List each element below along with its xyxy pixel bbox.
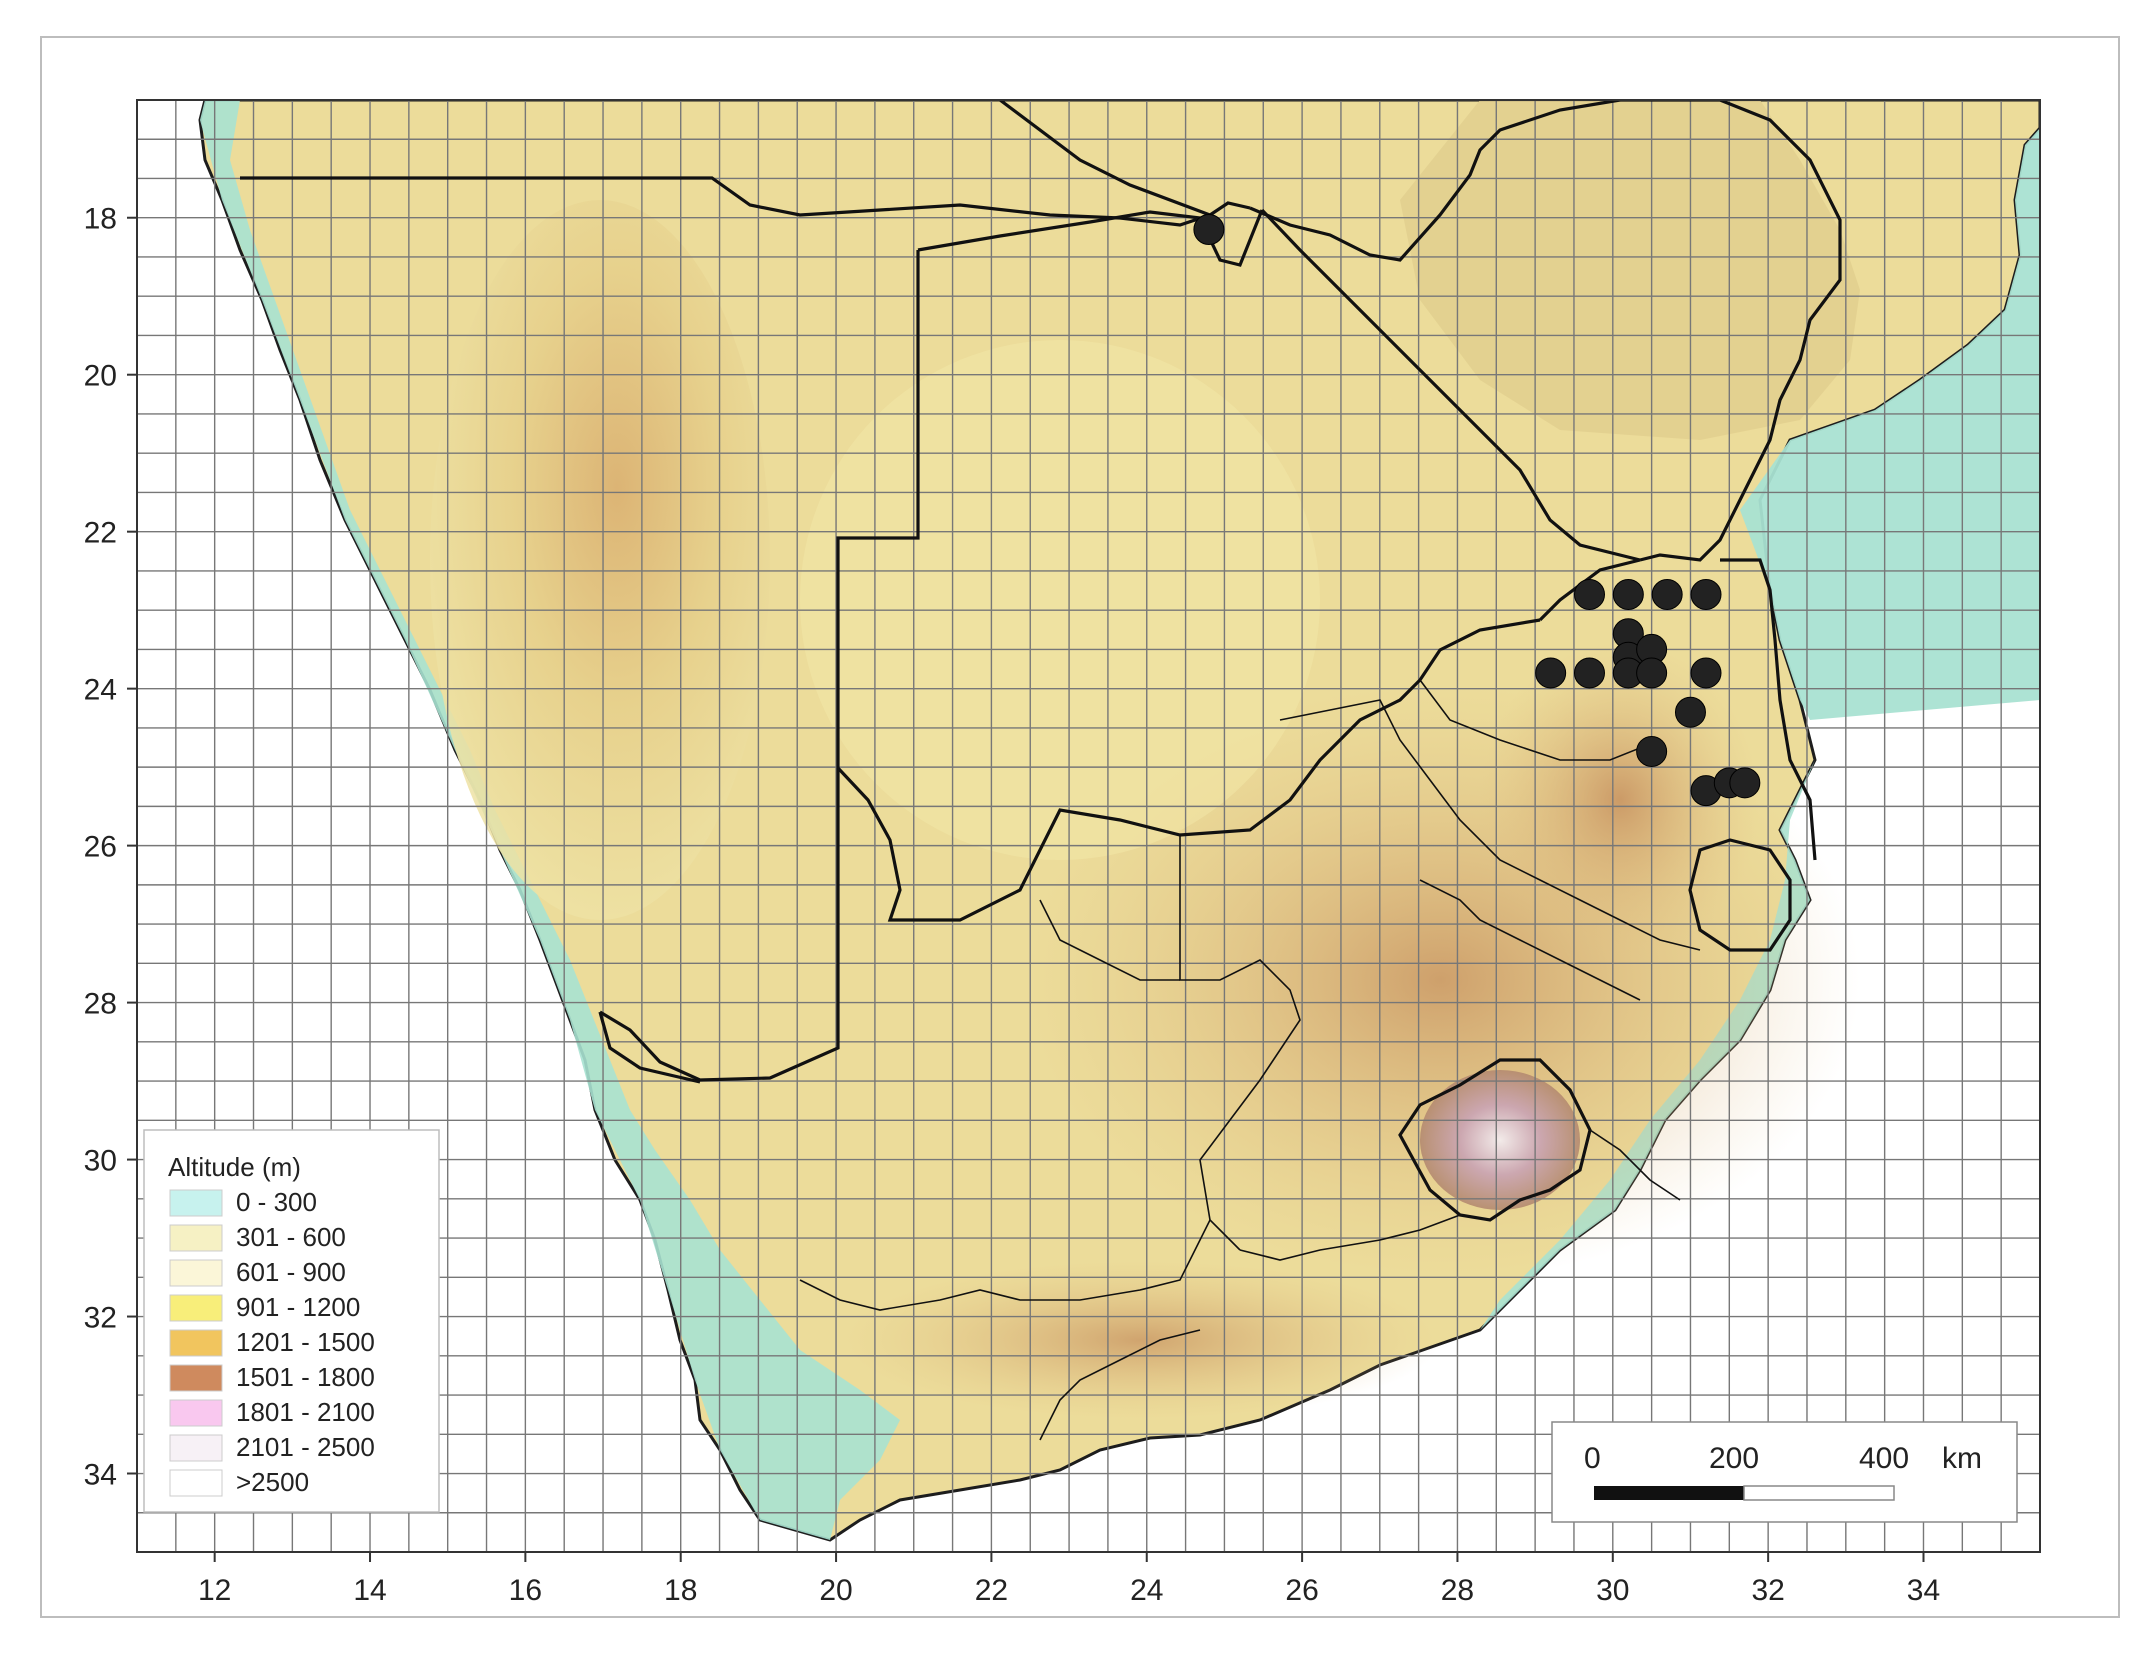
scale-segment-dark <box>1594 1486 1744 1500</box>
caprivi-strip <box>917 209 1264 267</box>
legend: Altitude (m) 0 - 300 301 - 600 601 - 900 90… <box>143 1129 440 1513</box>
legend-swatch <box>169 1189 223 1217</box>
legend-item-label: 0 - 300 <box>236 1187 317 1217</box>
legend-item-label: 601 - 900 <box>236 1257 346 1287</box>
y-tick-label: 18 <box>84 203 117 236</box>
record-point <box>1674 696 1706 728</box>
legend-item-label: 1201 - 1500 <box>236 1327 375 1357</box>
province-line <box>1589 1129 1681 1201</box>
zimbabwe-plateau <box>1400 100 1860 440</box>
legend-title: Altitude (m) <box>168 1152 301 1182</box>
west-coast-lowland <box>200 100 900 1540</box>
record-point <box>1690 578 1722 610</box>
legend-swatch <box>169 1224 223 1252</box>
legend-swatch <box>169 1329 223 1357</box>
legend-item-label: 2101 - 2500 <box>236 1432 375 1462</box>
zambia-zimbabwe-border <box>1249 100 1621 262</box>
x-tick-label: 24 <box>1130 1574 1163 1607</box>
scale-label-200: 200 <box>1709 1442 1759 1475</box>
scale-label-400: 400 <box>1859 1442 1909 1475</box>
legend-swatch <box>169 1399 223 1427</box>
record-point <box>1193 214 1225 246</box>
zimbabwe-botswana-border <box>1260 208 1641 562</box>
record-point <box>1651 578 1683 610</box>
record-point <box>1612 578 1644 610</box>
record-point <box>1729 767 1761 799</box>
legend-item-label: 301 - 600 <box>236 1222 346 1252</box>
legend-items: 0 - 300 301 - 600 601 - 900 901 - 1200 1201 … <box>169 1187 375 1497</box>
x-tick-label: 34 <box>1907 1574 1940 1607</box>
x-tick-label: 26 <box>1285 1574 1318 1607</box>
lesotho-border <box>1398 1058 1592 1222</box>
orange-river-border <box>598 1011 701 1084</box>
x-tick-label: 30 <box>1596 1574 1629 1607</box>
kalahari-basin <box>800 340 1320 860</box>
lesotho-highlands <box>1420 1070 1580 1210</box>
scale-label-0: 0 <box>1584 1442 1601 1475</box>
namibian-highlands <box>430 200 770 920</box>
province-line <box>1039 899 1180 981</box>
y-tick-label: 28 <box>84 988 117 1021</box>
x-tick-label: 14 <box>353 1574 386 1607</box>
legend-item-label: 901 - 1200 <box>236 1292 360 1322</box>
y-tick-label: 24 <box>84 674 117 707</box>
zambia-border <box>999 100 1211 217</box>
record-point <box>1690 657 1722 689</box>
province-line <box>1039 1329 1201 1441</box>
sa-mozambique-border <box>1720 558 1817 861</box>
y-tick-label: 22 <box>84 517 117 550</box>
province-borders <box>799 679 1701 1441</box>
record-point <box>1573 657 1605 689</box>
y-tick-label: 34 <box>84 1459 117 1492</box>
namibia-botswana-border <box>599 250 920 1082</box>
legend-item-label: 1501 - 1800 <box>236 1362 375 1392</box>
y-tick-label: 20 <box>84 360 117 393</box>
scale-box <box>1551 1421 2018 1523</box>
zimbabwe-mozambique-border <box>1620 100 1842 562</box>
x-tick-label: 22 <box>975 1574 1008 1607</box>
scale-bar: 0 200 400 km <box>1551 1421 2018 1523</box>
x-tick-label: 16 <box>509 1574 542 1607</box>
eswatini-border <box>1688 838 1792 952</box>
record-point <box>1573 578 1605 610</box>
x-tick-label: 28 <box>1441 1574 1474 1607</box>
angola-namibia-border <box>240 176 1251 227</box>
x-tick-label: 20 <box>819 1574 852 1607</box>
record-point <box>1636 657 1668 689</box>
province-line <box>1239 1214 1461 1261</box>
y-tick-label: 30 <box>84 1145 117 1178</box>
province-line <box>1419 879 1641 1001</box>
legend-swatch <box>169 1364 223 1392</box>
x-tick-label: 32 <box>1751 1574 1784 1607</box>
province-line <box>1179 835 1301 1251</box>
legend-swatch <box>169 1294 223 1322</box>
province-line <box>1419 679 1661 761</box>
legend-item-label: >2500 <box>236 1467 309 1497</box>
legend-item-label: 1801 - 2100 <box>236 1397 375 1427</box>
mozambique-coastal-plain <box>1740 128 2040 720</box>
province-line <box>1279 699 1701 951</box>
x-tick-label: 18 <box>664 1574 697 1607</box>
x-axis: 12 14 16 18 20 22 24 26 28 30 32 34 <box>198 1552 1940 1607</box>
legend-swatch <box>169 1469 223 1497</box>
province-line <box>799 1219 1211 1311</box>
x-tick-label: 12 <box>198 1574 231 1607</box>
legend-swatch <box>169 1259 223 1287</box>
record-point <box>1535 657 1567 689</box>
figure-frame <box>40 36 2120 1618</box>
scale-segment-light <box>1743 1485 1895 1501</box>
y-tick-label: 32 <box>84 1302 117 1335</box>
legend-swatch <box>169 1434 223 1462</box>
plot-border <box>136 99 2041 1553</box>
record-point <box>1636 735 1668 767</box>
y-tick-label: 26 <box>84 831 117 864</box>
y-axis: 18 20 22 24 26 28 30 32 34 <box>84 203 137 1492</box>
record-points <box>1193 214 1761 807</box>
southern-mountains <box>840 1260 1440 1420</box>
scale-label-unit: km <box>1942 1442 1982 1475</box>
